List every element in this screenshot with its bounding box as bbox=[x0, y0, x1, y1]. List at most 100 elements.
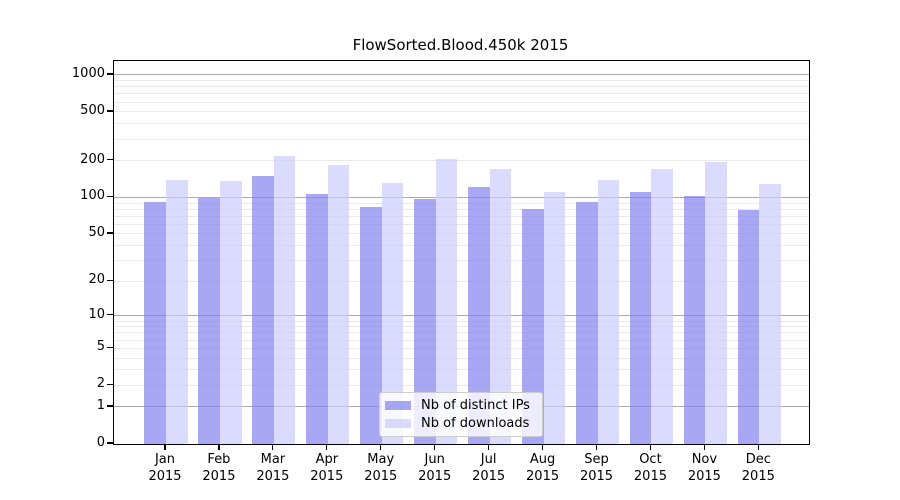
x-tick-label-year: 2015 bbox=[741, 469, 775, 484]
y-tick-label: 200 bbox=[80, 151, 105, 167]
legend-item-distinct-ips: Nb of distinct IPs bbox=[385, 398, 536, 413]
y-tick-mark bbox=[107, 110, 113, 112]
y-tick-mark bbox=[107, 195, 113, 198]
y-gridline-minor bbox=[114, 160, 809, 162]
bar-distinct-ips bbox=[306, 194, 328, 444]
bar-distinct-ips bbox=[360, 207, 382, 444]
x-tick-label: Sep 2015 bbox=[569, 451, 625, 485]
x-tick-label-month: Nov bbox=[691, 452, 718, 467]
bar-downloads bbox=[489, 169, 512, 444]
x-tick-label-year: 2015 bbox=[687, 469, 721, 484]
chart-title: FlowSorted.Blood.450k 2015 bbox=[352, 36, 569, 54]
x-tick-label-month: Jul bbox=[480, 452, 497, 467]
bar-distinct-ips bbox=[414, 199, 436, 444]
x-tick-label: Feb 2015 bbox=[191, 451, 247, 485]
y-gridline-minor bbox=[114, 138, 809, 140]
bar-distinct-ips bbox=[198, 198, 220, 444]
x-tick-mark bbox=[703, 444, 705, 450]
x-tick-label-month: Mar bbox=[260, 452, 286, 467]
x-tick-mark bbox=[757, 444, 759, 450]
bar-downloads bbox=[597, 180, 620, 444]
y-tick-mark bbox=[107, 159, 113, 161]
y-gridline-major bbox=[114, 196, 809, 198]
y-gridline-minor bbox=[114, 369, 809, 371]
legend-swatch-distinct-ips bbox=[385, 401, 411, 410]
x-tick-label: Nov 2015 bbox=[676, 451, 732, 485]
x-tick-label: Apr 2015 bbox=[299, 451, 355, 485]
y-gridline-minor bbox=[114, 80, 809, 82]
y-gridline-minor bbox=[114, 86, 809, 88]
y-tick-mark bbox=[107, 73, 113, 75]
x-tick-label: Dec 2015 bbox=[730, 451, 786, 485]
bar-distinct-ips bbox=[521, 209, 544, 444]
x-tick-mark bbox=[272, 444, 274, 450]
y-tick-mark bbox=[107, 279, 113, 281]
y-tick-label: 50 bbox=[88, 224, 105, 240]
bar-distinct-ips bbox=[575, 202, 598, 444]
y-gridline-minor bbox=[114, 233, 809, 235]
y-gridline-major bbox=[114, 74, 809, 76]
x-tick-label-year: 2015 bbox=[256, 469, 290, 484]
x-tick-label-year: 2015 bbox=[472, 469, 506, 484]
x-tick-label-month: Jun bbox=[424, 452, 445, 467]
bar-downloads bbox=[759, 183, 781, 444]
y-tick-label: 1000 bbox=[71, 65, 105, 81]
y-tick-mark bbox=[107, 405, 113, 407]
bar-downloads bbox=[381, 183, 404, 444]
y-tick-label: 100 bbox=[80, 188, 105, 204]
x-tick-mark bbox=[218, 444, 220, 450]
y-tick-mark bbox=[107, 442, 113, 444]
x-tick-label-year: 2015 bbox=[310, 469, 344, 484]
x-tick-label-month: Jan bbox=[154, 452, 176, 467]
legend-item-downloads: Nb of downloads bbox=[385, 416, 536, 431]
x-tick-label-year: 2015 bbox=[526, 469, 560, 484]
x-tick-mark bbox=[488, 444, 490, 450]
x-tick-label: Jan 2015 bbox=[137, 451, 193, 485]
y-gridline-minor bbox=[114, 384, 809, 386]
x-tick-label: Jun 2015 bbox=[407, 451, 463, 485]
x-tick-label-year: 2015 bbox=[633, 469, 667, 484]
y-gridline-minor bbox=[114, 111, 809, 113]
x-tick-label-year: 2015 bbox=[364, 469, 398, 484]
y-gridline-minor bbox=[114, 347, 809, 349]
bar-distinct-ips bbox=[252, 176, 274, 444]
y-tick-label: 500 bbox=[80, 102, 105, 118]
x-tick-label-month: May bbox=[367, 452, 395, 467]
x-tick-mark bbox=[164, 444, 166, 450]
bar-downloads bbox=[273, 156, 296, 444]
y-tick-label: 20 bbox=[88, 272, 105, 288]
bar-downloads bbox=[166, 179, 188, 444]
y-tick-label: 5 bbox=[96, 339, 105, 355]
y-gridline-minor bbox=[114, 280, 809, 282]
x-tick-label-month: Feb bbox=[207, 452, 231, 467]
x-tick-label: May 2015 bbox=[353, 451, 409, 485]
bar-downloads bbox=[327, 165, 350, 444]
y-gridline-minor bbox=[114, 245, 809, 247]
y-gridline-minor bbox=[114, 223, 809, 225]
legend: Nb of distinct IPs Nb of downloads bbox=[379, 392, 543, 437]
x-tick-mark bbox=[649, 444, 652, 450]
legend-label-distinct-ips: Nb of distinct IPs bbox=[421, 398, 530, 413]
bar-downloads bbox=[435, 159, 458, 444]
bar-distinct-ips bbox=[629, 191, 652, 444]
y-tick-mark bbox=[107, 314, 113, 316]
x-tick-mark bbox=[541, 444, 544, 450]
bar-distinct-ips bbox=[737, 209, 760, 444]
x-tick-mark bbox=[326, 444, 328, 450]
x-tick-label: Jul 2015 bbox=[461, 451, 517, 485]
plot-area bbox=[113, 60, 810, 445]
y-gridline-minor bbox=[114, 93, 809, 95]
x-tick-label-month: Apr bbox=[315, 452, 339, 467]
x-tick-mark bbox=[595, 444, 598, 450]
bar-downloads bbox=[543, 192, 566, 444]
y-tick-label: 0 bbox=[96, 435, 105, 450]
y-tick-mark bbox=[107, 346, 113, 348]
x-tick-label-year: 2015 bbox=[418, 469, 452, 484]
x-tick-label-month: Dec bbox=[745, 452, 771, 467]
x-tick-mark bbox=[380, 444, 382, 450]
y-gridline-minor bbox=[114, 101, 809, 103]
bar-downloads bbox=[705, 161, 727, 444]
x-tick-label-year: 2015 bbox=[148, 469, 182, 484]
bar-distinct-ips bbox=[468, 186, 490, 444]
x-tick-label-month: Sep bbox=[584, 452, 609, 467]
